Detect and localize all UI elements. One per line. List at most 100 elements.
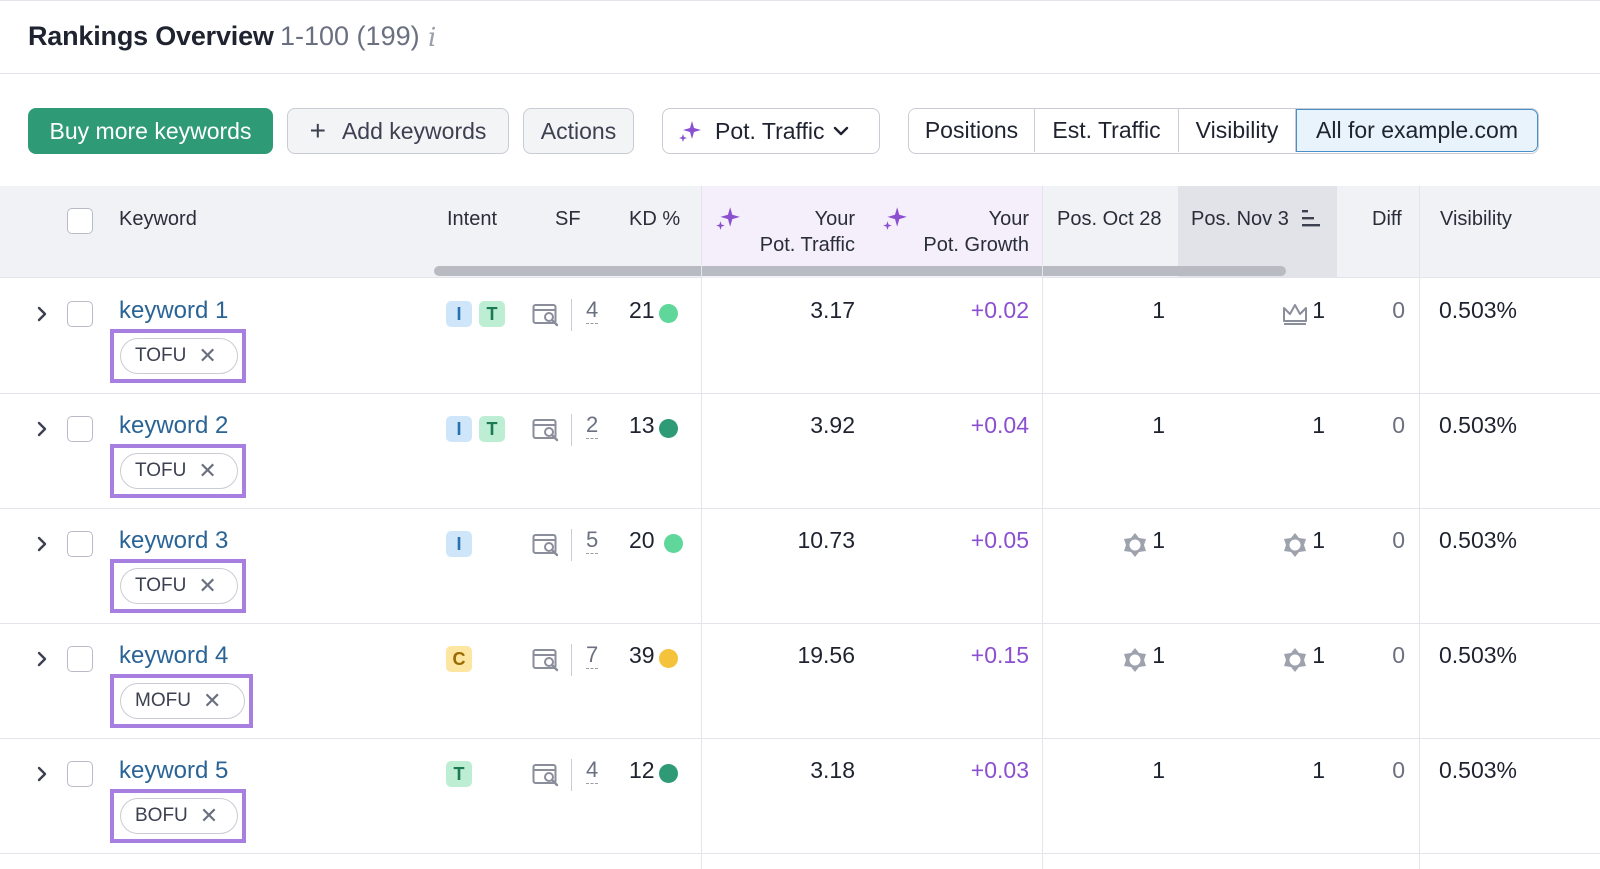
row-checkbox[interactable] — [67, 531, 93, 557]
keyword-link[interactable]: keyword 4 — [119, 642, 229, 669]
sf-count[interactable]: 5 — [586, 527, 599, 554]
keyword-link[interactable]: keyword 1 — [119, 297, 229, 324]
sf-divider — [571, 529, 572, 561]
pot-columns-highlight — [702, 186, 1043, 278]
expand-row-chevron-icon[interactable] — [32, 649, 52, 669]
select-all-checkbox[interactable] — [67, 208, 93, 234]
col-pos-prev[interactable]: Pos. Oct 28 — [1057, 208, 1162, 230]
segment-all-for-domain[interactable]: All for example.com — [1296, 109, 1538, 152]
expand-row-chevron-icon[interactable] — [32, 764, 52, 784]
horizontal-scrollbar[interactable] — [434, 266, 1286, 276]
position-prev-value: 1 — [1152, 642, 1165, 668]
serp-features-icon[interactable] — [532, 533, 560, 557]
expand-row-chevron-icon[interactable] — [32, 304, 52, 324]
intent-badge-i[interactable]: I — [446, 301, 472, 327]
position-curr-value: 1 — [1312, 412, 1325, 438]
kd-difficulty-dot — [659, 419, 678, 438]
buy-more-keywords-button[interactable]: Buy more keywords — [28, 108, 273, 154]
position-prev-value: 1 — [1152, 412, 1165, 438]
chevron-down-icon — [833, 126, 849, 136]
row-checkbox[interactable] — [67, 646, 93, 672]
kd-difficulty-dot — [659, 649, 678, 668]
intent-badge-c[interactable]: C — [446, 646, 472, 672]
kd-difficulty-dot — [659, 304, 678, 323]
funnel-tag-label: MOFU — [135, 690, 191, 711]
funnel-tag[interactable]: TOFU ✕ — [120, 568, 238, 604]
sf-divider — [571, 414, 572, 446]
funnel-tag[interactable]: MOFU ✕ — [120, 683, 245, 719]
tag-highlight: TOFU ✕ — [110, 444, 246, 498]
intent-badge-i[interactable]: I — [446, 531, 472, 557]
intent-badge-t[interactable]: T — [479, 301, 505, 327]
funnel-tag[interactable]: TOFU ✕ — [120, 453, 238, 489]
expand-row-chevron-icon[interactable] — [32, 419, 52, 439]
segment-est-traffic[interactable]: Est. Traffic — [1035, 109, 1179, 152]
actions-button[interactable]: Actions — [523, 108, 634, 154]
kd-value: 12 — [629, 757, 655, 783]
sf-count[interactable]: 7 — [586, 642, 599, 669]
position-prev-value: 1 — [1152, 527, 1165, 553]
funnel-tag[interactable]: BOFU ✕ — [120, 798, 238, 834]
visibility-value: 0.503% — [1438, 642, 1517, 668]
remove-tag-icon[interactable]: ✕ — [198, 343, 217, 368]
intent-badge-t[interactable]: T — [446, 761, 472, 787]
serp-features-icon[interactable] — [532, 763, 560, 787]
segment-visibility[interactable]: Visibility — [1179, 109, 1296, 152]
view-segmented-control: Positions Est. Traffic Visibility All fo… — [908, 108, 1539, 154]
sort-icon[interactable] — [1300, 208, 1322, 228]
remove-tag-icon[interactable]: ✕ — [198, 573, 217, 598]
position-curr-value: 1 — [1312, 757, 1325, 783]
col-pot-traffic-line1: Your — [814, 208, 855, 230]
funnel-tag[interactable]: TOFU ✕ — [120, 338, 238, 374]
expand-row-chevron-icon[interactable] — [32, 534, 52, 554]
keyword-link[interactable]: keyword 3 — [119, 527, 229, 554]
row-checkbox[interactable] — [67, 416, 93, 442]
serp-features-icon[interactable] — [532, 303, 560, 327]
remove-tag-icon[interactable]: ✕ — [199, 803, 219, 828]
keyword-link[interactable]: keyword 5 — [119, 757, 229, 784]
col-kd[interactable]: KD % — [629, 208, 681, 230]
kd-value: 13 — [629, 412, 655, 438]
diff-value: 0 — [1392, 642, 1405, 668]
metric-select[interactable]: Pot. Traffic — [662, 108, 880, 154]
sparkle-icon — [679, 121, 701, 142]
table-row: keyword 3 TOFU ✕ I 5 20 10.73 +0.05 1 — [0, 509, 1600, 624]
col-keyword[interactable]: Keyword — [119, 208, 197, 230]
col-visibility[interactable]: Visibility — [1440, 208, 1512, 230]
pot-traffic-value: 3.17 — [810, 297, 855, 323]
page-header: Rankings Overview 1-100 (199) i — [0, 0, 1600, 74]
col-intent[interactable]: Intent — [447, 208, 498, 230]
intent-badge-t[interactable]: T — [479, 416, 505, 442]
info-icon[interactable]: i — [428, 23, 437, 53]
col-diff[interactable]: Diff — [1372, 208, 1402, 230]
table-header: Keyword Intent SF KD % Your Pot. Traffic… — [0, 186, 1600, 278]
sf-divider — [571, 644, 572, 676]
row-checkbox[interactable] — [67, 301, 93, 327]
remove-tag-icon[interactable]: ✕ — [202, 688, 222, 713]
sf-count[interactable]: 4 — [586, 757, 599, 784]
pot-traffic-value: 3.18 — [810, 757, 855, 783]
add-keywords-button[interactable]: + Add keywords — [287, 108, 509, 154]
col-pot-traffic-line2: Pot. Traffic — [759, 234, 855, 256]
serp-features-icon[interactable] — [532, 418, 560, 442]
sf-divider — [571, 759, 572, 791]
sf-count[interactable]: 2 — [586, 412, 599, 439]
featured-snippet-icon — [1281, 646, 1309, 679]
table-row: keyword 5 BOFU ✕ T 4 12 3.18 +0.03 1 — [0, 739, 1600, 854]
col-sf[interactable]: SF — [555, 208, 581, 230]
segment-positions[interactable]: Positions — [909, 109, 1035, 152]
col-pot-traffic[interactable]: Your Pot. Traffic — [740, 206, 855, 258]
tag-highlight: TOFU ✕ — [110, 559, 246, 613]
visibility-value: 0.503% — [1438, 757, 1517, 783]
serp-features-icon[interactable] — [532, 648, 560, 672]
col-pos-curr[interactable]: Pos. Nov 3 — [1191, 208, 1289, 230]
col-pot-growth[interactable]: Your Pot. Growth — [905, 206, 1029, 258]
remove-tag-icon[interactable]: ✕ — [198, 458, 217, 483]
col-pot-growth-line2: Pot. Growth — [923, 234, 1029, 256]
intent-badge-i[interactable]: I — [446, 416, 472, 442]
metric-select-value: Pot. Traffic — [715, 117, 825, 144]
keyword-link[interactable]: keyword 2 — [119, 412, 229, 439]
sf-count[interactable]: 4 — [586, 297, 599, 324]
funnel-tag-label: TOFU — [135, 575, 187, 596]
row-checkbox[interactable] — [67, 761, 93, 787]
